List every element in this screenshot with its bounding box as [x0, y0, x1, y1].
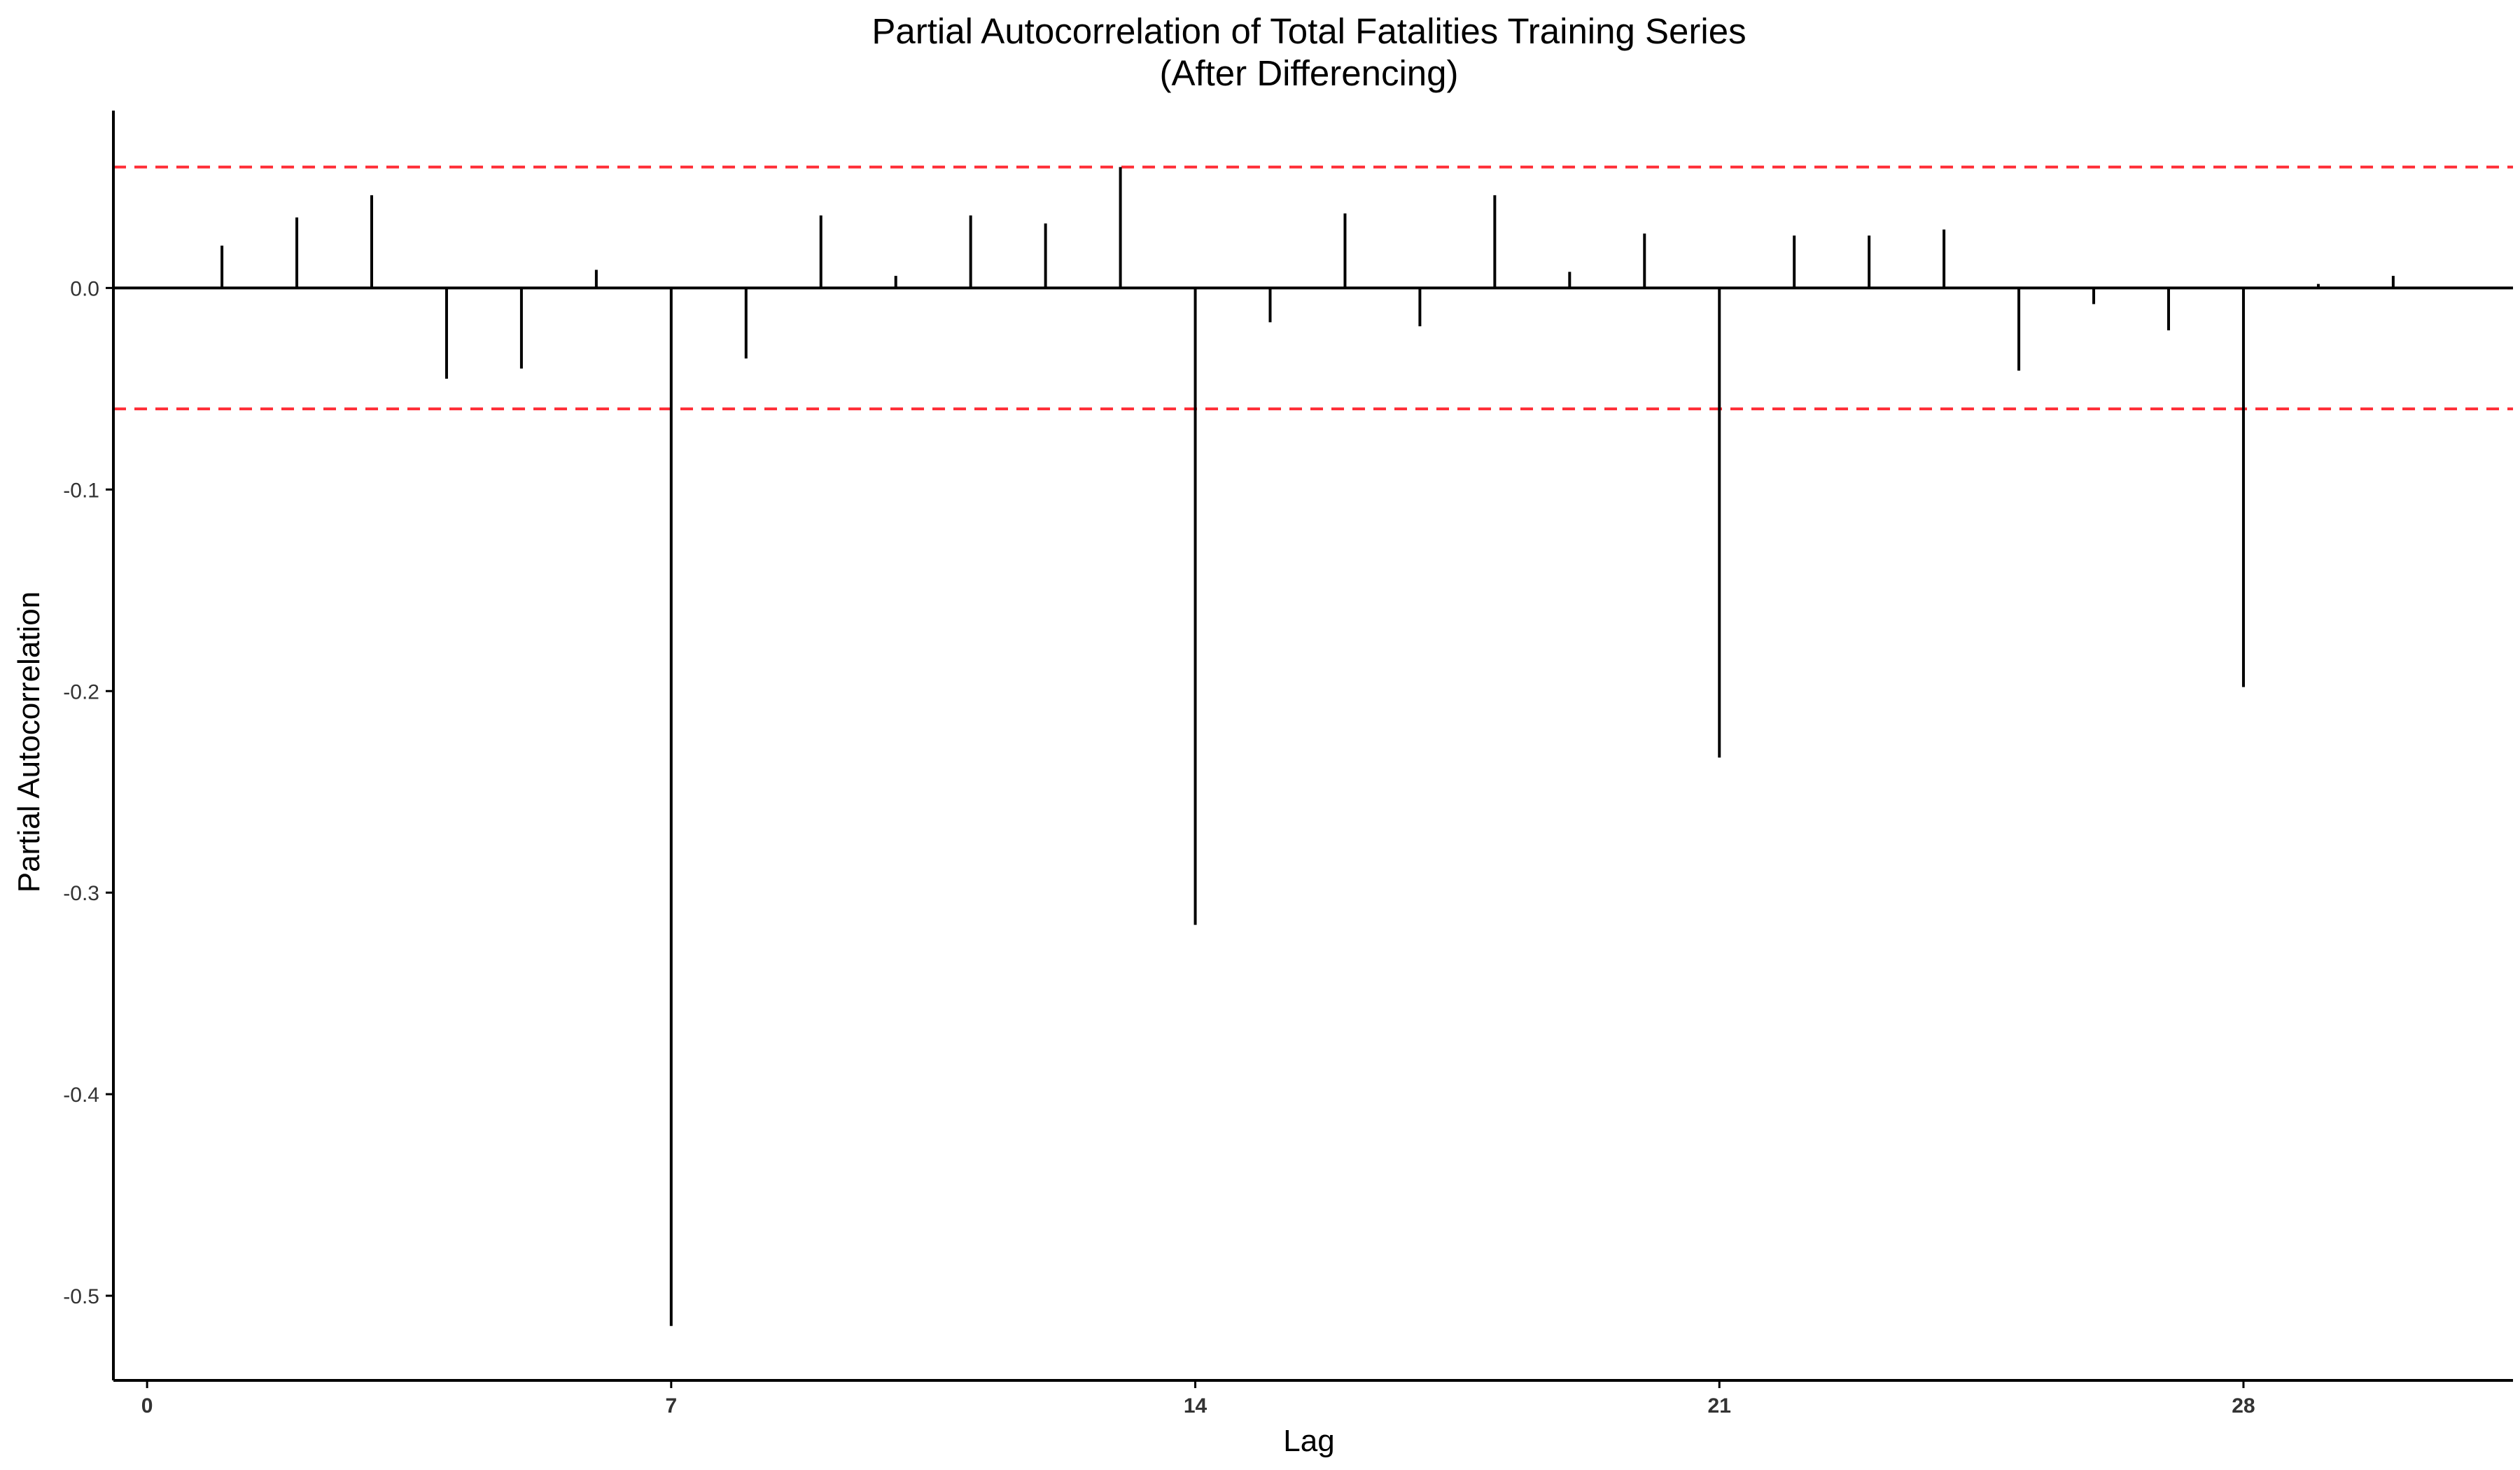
x-tick-label: 28 — [2232, 1394, 2255, 1418]
x-tick-label: 0 — [141, 1394, 153, 1418]
x-axis-title: Lag — [1283, 1424, 1334, 1458]
y-axis-ticks: 0.0 -0.1 -0.2 -0.3 -0.4 -0.5 — [63, 277, 113, 1308]
chart-title: Partial Autocorrelation of Total Fatalit… — [872, 11, 1746, 51]
axes — [112, 111, 2513, 1382]
y-axis-title: Partial Autocorrelation — [12, 592, 46, 892]
x-tick-label: 14 — [1184, 1394, 1208, 1418]
y-tick-label: -0.3 — [63, 882, 99, 905]
confidence-bounds — [113, 165, 2513, 411]
x-tick-label: 7 — [665, 1394, 677, 1418]
y-tick-label: -0.4 — [63, 1084, 99, 1107]
pacf-bars — [220, 167, 2395, 1326]
x-axis-ticks: 0 7 14 21 28 — [141, 1380, 2255, 1418]
x-tick-label: 21 — [1708, 1394, 1731, 1418]
y-tick-label: -0.1 — [63, 479, 99, 502]
y-tick-label: -0.2 — [63, 680, 99, 704]
y-tick-label: -0.5 — [63, 1285, 99, 1308]
y-tick-label: 0.0 — [70, 277, 99, 300]
chart-subtitle: (After Differencing) — [1159, 53, 1458, 93]
